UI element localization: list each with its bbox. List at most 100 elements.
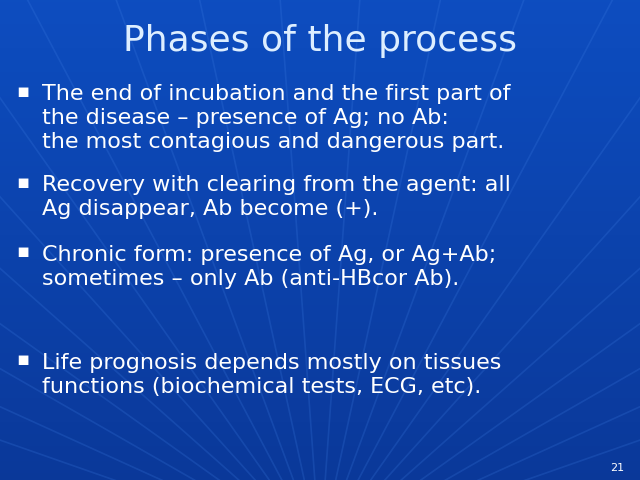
Bar — [0, 134, 640, 137]
Bar — [0, 252, 640, 254]
Bar — [0, 362, 640, 365]
Bar — [0, 194, 640, 197]
Bar — [0, 302, 640, 305]
Bar — [0, 185, 640, 187]
Text: Phases of the process: Phases of the process — [123, 24, 517, 58]
Bar — [0, 151, 640, 154]
Bar — [0, 463, 640, 466]
Bar — [0, 29, 640, 31]
Bar — [0, 290, 640, 293]
Bar — [0, 281, 640, 283]
Bar — [0, 17, 640, 19]
Text: Recovery with clearing from the agent: all
Ag disappear, Ab become (+).: Recovery with clearing from the agent: a… — [42, 175, 511, 219]
Bar — [0, 84, 640, 86]
Bar — [0, 245, 640, 247]
Bar — [0, 240, 640, 242]
Bar — [0, 22, 640, 24]
Bar — [0, 391, 640, 394]
Bar — [0, 439, 640, 442]
Bar — [0, 358, 640, 360]
Bar — [0, 199, 640, 202]
Bar — [0, 209, 640, 211]
Bar — [0, 370, 640, 372]
Bar — [0, 98, 640, 101]
Bar — [0, 386, 640, 389]
Bar — [0, 247, 640, 250]
Bar — [0, 322, 640, 324]
Bar — [0, 62, 640, 65]
Bar — [0, 293, 640, 295]
Bar — [0, 257, 640, 259]
Bar — [0, 348, 640, 350]
Bar — [0, 422, 640, 425]
Bar — [0, 377, 640, 379]
Bar — [0, 329, 640, 331]
Bar — [0, 355, 640, 358]
Bar — [0, 82, 640, 84]
Bar — [0, 360, 640, 362]
Bar — [0, 163, 640, 166]
Bar — [0, 478, 640, 480]
Bar — [0, 396, 640, 398]
Bar — [0, 350, 640, 353]
Bar — [0, 250, 640, 252]
Bar — [0, 197, 640, 199]
Bar — [0, 401, 640, 403]
Bar — [0, 314, 640, 317]
Bar — [0, 408, 640, 410]
Bar — [0, 278, 640, 281]
Bar — [0, 106, 640, 108]
Bar — [0, 470, 640, 473]
Bar — [0, 415, 640, 418]
Bar — [0, 468, 640, 470]
Bar — [0, 269, 640, 271]
Bar — [0, 89, 640, 91]
Bar — [0, 221, 640, 223]
Bar — [0, 2, 640, 5]
Bar — [0, 31, 640, 34]
Bar — [0, 122, 640, 125]
Bar — [0, 139, 640, 142]
Bar — [0, 67, 640, 70]
Bar — [0, 461, 640, 463]
Bar — [0, 295, 640, 298]
Bar — [0, 288, 640, 290]
Bar — [0, 202, 640, 204]
Bar — [0, 403, 640, 406]
Bar — [0, 149, 640, 151]
Bar — [0, 7, 640, 10]
Bar — [0, 175, 640, 178]
Bar — [0, 286, 640, 288]
Bar — [0, 336, 640, 338]
Bar — [0, 178, 640, 180]
Bar — [0, 300, 640, 302]
Bar — [0, 182, 640, 185]
Bar — [0, 305, 640, 307]
Bar — [0, 312, 640, 314]
Bar — [0, 187, 640, 190]
Bar — [0, 437, 640, 439]
Bar — [0, 173, 640, 175]
Bar — [0, 298, 640, 300]
Bar — [0, 398, 640, 401]
Bar — [0, 156, 640, 158]
Bar — [0, 406, 640, 408]
Bar — [0, 233, 640, 235]
Bar — [0, 271, 640, 274]
Bar — [0, 53, 640, 55]
Bar — [0, 158, 640, 161]
Bar — [0, 418, 640, 420]
Bar — [0, 317, 640, 319]
Bar — [0, 353, 640, 355]
Bar — [0, 324, 640, 326]
Text: Life prognosis depends mostly on tissues
functions (biochemical tests, ECG, etc): Life prognosis depends mostly on tissues… — [42, 353, 501, 397]
Bar — [0, 43, 640, 46]
Bar — [0, 379, 640, 382]
Bar — [0, 137, 640, 139]
Bar — [0, 55, 640, 58]
Bar — [0, 166, 640, 168]
Bar — [0, 46, 640, 48]
Bar — [0, 24, 640, 26]
Bar — [0, 451, 640, 454]
Bar — [0, 372, 640, 374]
